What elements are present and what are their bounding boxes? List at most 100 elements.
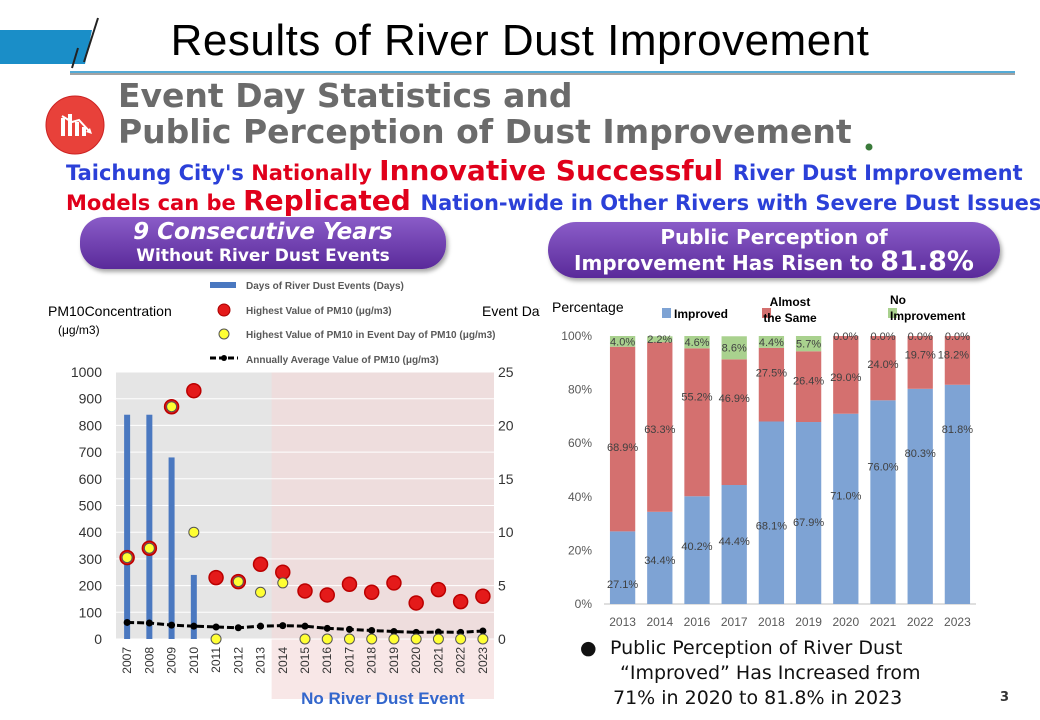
x-tick-label: 2017 (342, 647, 356, 674)
pill-public-perception: Public Perception of Improvement Has Ris… (548, 222, 1000, 278)
legend-label: Annually Average Value of PM10 (μg/m3) (246, 355, 439, 366)
label-no-improvement: 4.6% (684, 337, 709, 349)
label-same: 26.4% (793, 376, 824, 388)
legend-bar-swatch (210, 282, 236, 288)
pill-consecutive-years: 9 Consecutive Years Without River Dust E… (80, 217, 446, 269)
right-tick-label: 5 (498, 578, 506, 594)
legend-swatch (662, 308, 671, 318)
x-tick-label: 2015 (298, 647, 312, 674)
stack-segment-1 (684, 348, 710, 497)
x-tick-label: 2018 (365, 647, 379, 674)
bullet-dot: ● (580, 637, 597, 659)
x-tick-label: 2018 (758, 615, 785, 629)
event-day-pm10-marker (299, 633, 311, 645)
event-day-pm10-marker (366, 633, 378, 645)
average-pm10-point (345, 625, 353, 633)
pm10-chart: 1000900800700600500400300200100025201510… (48, 281, 540, 708)
subtitle-line-1: Event Day Statistics and (118, 76, 573, 115)
event-day-bar (190, 574, 197, 639)
event-day-pm10-marker (143, 542, 155, 554)
highest-pm10-marker (319, 587, 335, 603)
x-tick-label: 2008 (142, 647, 156, 674)
stack-segment-1 (758, 347, 785, 422)
label-same: 29.0% (830, 372, 861, 384)
left-tick-label: 0 (94, 631, 102, 647)
stack-segment-0 (721, 485, 747, 604)
highest-pm10-marker (275, 564, 291, 580)
left-tick-label: 700 (79, 444, 103, 460)
pill-right-line-1: Public Perception of (660, 225, 888, 249)
subtitle: Event Day Statistics and Public Percepti… (118, 78, 852, 150)
event-day-pm10-marker (277, 577, 289, 589)
headline-line-2: Models can be Replicated Nation-wide in … (66, 184, 1040, 217)
stack-segment-2 (721, 336, 747, 360)
label-improved: 80.3% (905, 448, 936, 460)
event-day-pm10-marker (121, 552, 133, 564)
x-tick-label: 2009 (165, 647, 179, 674)
no-event-band (271, 372, 494, 699)
event-day-pm10-marker (166, 401, 178, 413)
no-event-annotation: No River Dust Event (301, 689, 465, 708)
label-same: 27.5% (756, 368, 787, 380)
x-tick-label: 2013 (609, 615, 636, 629)
bullet-line-3: 71% in 2020 to 81.8% in 2023 (613, 687, 903, 709)
header-slash-2 (71, 47, 79, 69)
legend-swatch (762, 308, 771, 318)
legend-label: Highest Value of PM10 (μg/m3) (246, 306, 392, 317)
subtitle-line-2: Public Perception of Dust Improvement (118, 112, 852, 151)
event-day-bar (168, 457, 175, 639)
label-no-improvement: 2.2% (647, 334, 672, 346)
label-no-improvement: 8.6% (722, 343, 747, 355)
right-tick-label: 15 (498, 471, 514, 487)
event-day-pm10-marker (232, 576, 244, 588)
x-tick-label: 2023 (476, 647, 490, 674)
average-pm10-point (479, 627, 487, 635)
legend-label: Days of River Dust Events (Days) (246, 281, 404, 292)
left-tick-label: 100 (79, 604, 103, 620)
average-pm10-point (368, 626, 376, 634)
stack-segment-1 (647, 342, 673, 512)
highest-pm10-marker (475, 588, 491, 605)
average-pm10-point (123, 618, 131, 626)
x-tick-label: 2022 (454, 647, 468, 674)
pill-right-line-2-wrap: Improvement Has Risen to 81.8% (548, 248, 1000, 276)
average-pm10-point (390, 628, 398, 636)
stack-segment-0 (684, 496, 710, 604)
x-tick-label: 2010 (187, 647, 201, 674)
stack-segment-0 (795, 422, 822, 604)
y-tick-label: 100% (561, 329, 592, 343)
event-day-pm10-marker (410, 633, 422, 645)
average-pm10-point (212, 623, 220, 631)
headline2-part-2: Nation-wide in Other Rivers with Severe … (420, 191, 1040, 215)
perception-chart: Percentage 100% 80% 60% 40% 20% 0% Improved Almo… (552, 293, 976, 629)
stack-segment-2 (795, 336, 822, 352)
legend-line-dot (221, 355, 227, 361)
label-improved: 71.0% (830, 491, 861, 503)
label-no-improvement: 0.0% (833, 331, 858, 343)
headline2-part-1: Replicated (243, 184, 421, 217)
subtitle-dot (865, 143, 873, 151)
highest-pm10-marker (341, 576, 358, 593)
label-improved: 44.4% (719, 536, 750, 548)
legend-swatch (888, 308, 897, 318)
x-tick-label: 2014 (276, 647, 290, 674)
right-axis-title: Event Day (482, 303, 540, 319)
highest-pm10-marker (363, 584, 380, 601)
highest-pm10-marker (430, 581, 447, 598)
highest-pm10-marker (208, 569, 224, 586)
legend-label: Highest Value of PM10 in Event Day of PM… (246, 330, 496, 341)
left-tick-label: 200 (79, 578, 103, 594)
stack-segment-2 (684, 336, 710, 349)
left-tick-label: 900 (79, 391, 103, 407)
label-improved: 68.1% (756, 520, 787, 532)
event-day-pm10-marker (343, 633, 355, 645)
stack-segment-0 (833, 413, 859, 604)
label-no-improvement: 5.7% (796, 339, 821, 351)
x-tick-label: 2013 (254, 647, 268, 674)
stack-segment-2 (758, 336, 785, 348)
stack-segment-0 (944, 384, 971, 604)
label-same: 19.7% (905, 349, 936, 361)
y-tick-label: 20% (568, 543, 592, 557)
right-tick-label: 20 (498, 417, 514, 433)
stack-segment-0 (870, 400, 896, 604)
